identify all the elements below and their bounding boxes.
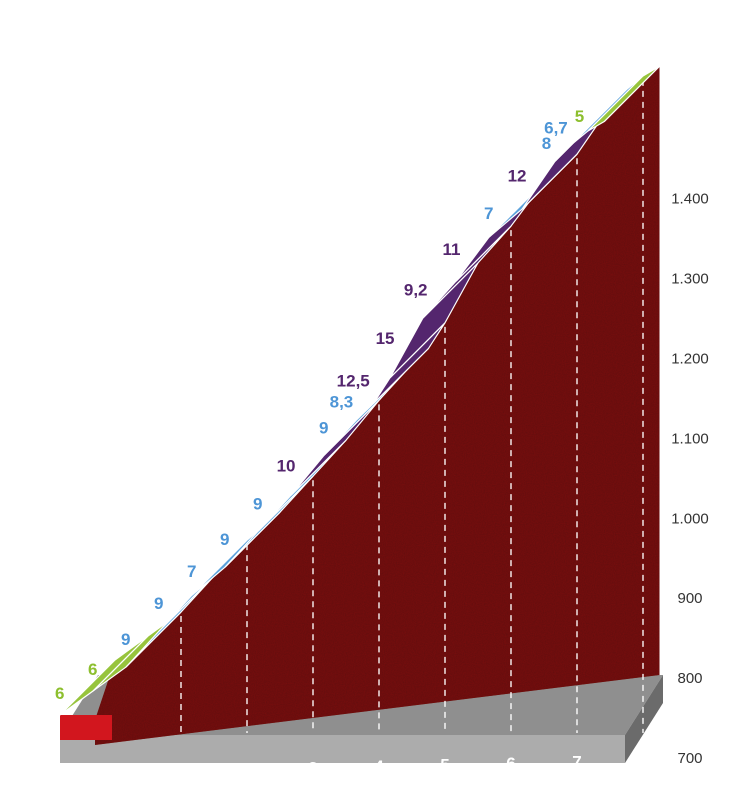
elevation-tick-1.400: 1.400 — [671, 191, 709, 208]
gradient-label-16: 8 — [542, 134, 551, 153]
distance-tick-7: 7 — [572, 753, 581, 772]
gradient-label-14: 7 — [484, 204, 493, 223]
base-front — [60, 735, 625, 763]
gradient-segments — [59, 65, 660, 716]
elevation-tick-1.300: 1.300 — [671, 271, 709, 288]
gradient-label-4: 7 — [187, 562, 196, 581]
gradient-label-2: 9 — [121, 630, 130, 649]
gradient-label-7: 10 — [277, 456, 296, 475]
distance-tick-8: 8 — [638, 751, 647, 770]
gradient-label-1: 6 — [88, 660, 97, 679]
gradient-label-5: 9 — [220, 530, 229, 549]
gradient-label-12: 9,2 — [404, 281, 428, 300]
elevation-tick-700: 700 — [677, 750, 702, 767]
distance-tick-1: 1 — [176, 762, 185, 781]
elevation-axis: 700 800 900 1.000 1.100 1.200 1.300 1.400 — [671, 191, 709, 767]
gradient-label-10: 12,5 — [337, 372, 370, 391]
distance-tick-5: 5 — [440, 756, 449, 775]
distance-tick-4: 4 — [374, 757, 384, 776]
terrain-layer — [60, 66, 660, 745]
gradient-label-13: 11 — [443, 240, 461, 259]
elevation-tick-1.000: 1.000 — [671, 510, 709, 527]
gradient-label-18: 5 — [575, 107, 584, 126]
distance-tick-3: 3 — [308, 759, 317, 778]
distance-tick-6: 6 — [506, 754, 515, 773]
terrain-face — [95, 66, 660, 745]
elevation-tick-900: 900 — [677, 590, 702, 607]
gradient-label-17: 6,7 — [544, 119, 568, 138]
elevation-tick-1.100: 1.100 — [671, 430, 709, 447]
km-gridlines — [180, 79, 644, 733]
gradient-label-9: 8,3 — [330, 392, 354, 411]
gradient-label-3: 9 — [154, 594, 163, 613]
gradient-segment-18 — [587, 65, 660, 132]
elevation-tick-800: 800 — [677, 670, 702, 687]
gradient-label-6: 9 — [253, 494, 262, 513]
gradient-label-15: 12 — [508, 166, 527, 185]
base-side — [625, 675, 663, 763]
distance-axis: 0 1 2 3 4 5 6 7 8 — [107, 751, 647, 782]
distance-tick-0: 0 — [107, 763, 116, 782]
elevation-tick-1.200: 1.200 — [671, 351, 709, 368]
distance-tick-2: 2 — [242, 760, 251, 779]
start-block — [60, 715, 112, 740]
gradient-label-8: 9 — [319, 418, 328, 437]
gradient-label-11: 15 — [376, 329, 395, 348]
gradient-label-0: 6 — [55, 684, 64, 703]
